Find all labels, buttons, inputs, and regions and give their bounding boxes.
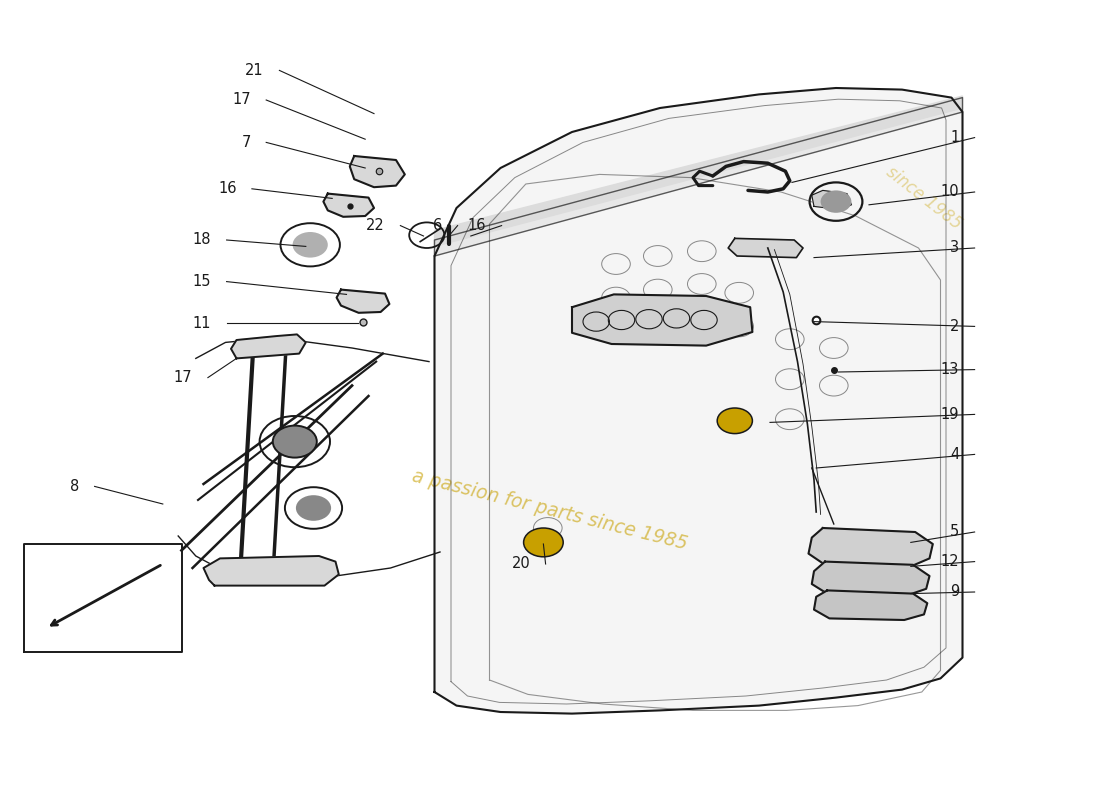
- Text: 10: 10: [940, 185, 959, 199]
- Text: 21: 21: [245, 63, 264, 78]
- Text: 18: 18: [192, 233, 211, 247]
- Text: 8: 8: [70, 479, 79, 494]
- Text: a passion for parts since 1985: a passion for parts since 1985: [410, 467, 690, 554]
- Polygon shape: [572, 294, 752, 346]
- Circle shape: [296, 495, 331, 521]
- Text: 12: 12: [940, 554, 959, 569]
- Text: since 1985: since 1985: [882, 163, 966, 234]
- Circle shape: [273, 426, 317, 458]
- Circle shape: [293, 232, 328, 258]
- Polygon shape: [434, 96, 962, 246]
- Polygon shape: [434, 98, 962, 256]
- Polygon shape: [434, 88, 962, 714]
- Text: 19: 19: [940, 407, 959, 422]
- Text: 22: 22: [366, 218, 385, 233]
- Text: 11: 11: [192, 316, 211, 330]
- Text: 2: 2: [949, 319, 959, 334]
- Text: 6: 6: [433, 218, 442, 233]
- Circle shape: [821, 190, 851, 213]
- Text: 3: 3: [950, 241, 959, 255]
- Text: es: es: [619, 173, 965, 435]
- Polygon shape: [204, 556, 339, 586]
- Circle shape: [284, 434, 306, 450]
- Polygon shape: [814, 590, 927, 620]
- Text: 15: 15: [192, 274, 211, 289]
- Text: 17: 17: [232, 93, 251, 107]
- Polygon shape: [728, 238, 803, 258]
- Polygon shape: [812, 562, 930, 595]
- Polygon shape: [323, 194, 374, 217]
- Polygon shape: [350, 156, 405, 187]
- Circle shape: [524, 528, 563, 557]
- Text: 20: 20: [512, 557, 530, 571]
- Circle shape: [717, 408, 752, 434]
- Polygon shape: [812, 190, 851, 210]
- Text: 4: 4: [950, 447, 959, 462]
- Text: 5: 5: [950, 525, 959, 539]
- Polygon shape: [337, 290, 389, 313]
- Polygon shape: [231, 334, 306, 358]
- Text: 16: 16: [218, 182, 236, 196]
- Text: 9: 9: [950, 585, 959, 599]
- Polygon shape: [808, 528, 933, 566]
- Text: 7: 7: [241, 135, 251, 150]
- Text: 17: 17: [174, 370, 192, 385]
- Text: 16: 16: [468, 218, 486, 233]
- Text: 13: 13: [940, 362, 959, 377]
- Text: 1: 1: [950, 130, 959, 145]
